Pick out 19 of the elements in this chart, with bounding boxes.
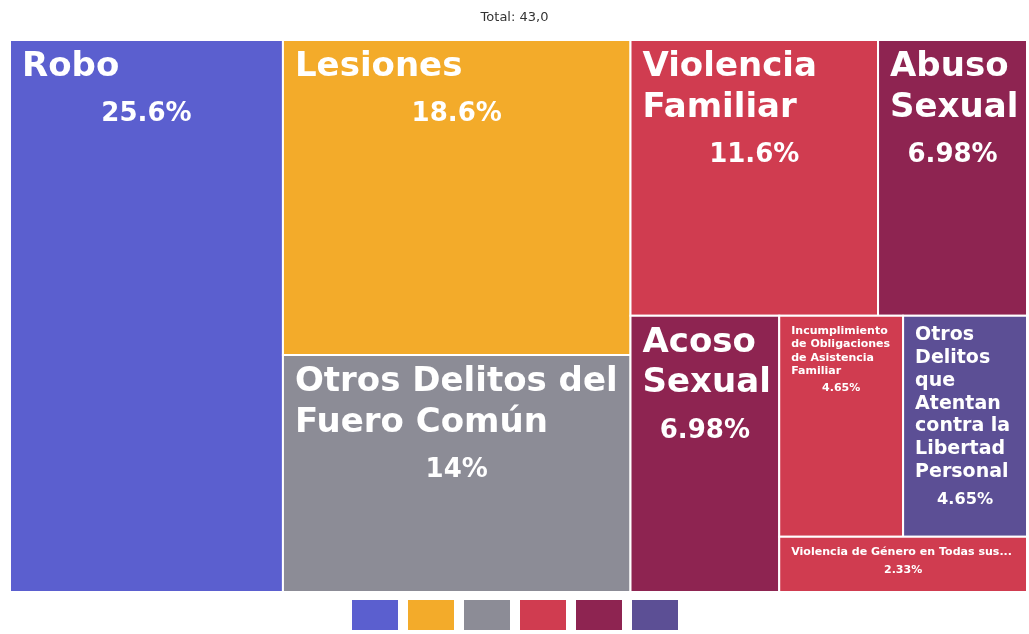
category-label: Robo <box>22 43 120 84</box>
text: Total: 43,0 <box>479 9 549 25</box>
category-label: Abuso Sexual <box>890 43 1019 125</box>
category-label: Incumplimiento de Obligaciones de Asistencia Familiar <box>791 324 891 377</box>
data-label: 2.33% <box>884 562 923 576</box>
category-label: Lesiones <box>294 43 463 84</box>
data-label: 18.6% <box>411 96 502 127</box>
category-label: Violencia de Género en Todas sus... <box>791 545 1013 559</box>
data-label: 14% <box>425 452 488 483</box>
category-label: Acoso Sexual <box>642 319 771 401</box>
data-label: 6.98% <box>659 413 750 444</box>
data-label: 4.65% <box>937 489 994 509</box>
data-label: 25.6% <box>101 96 192 127</box>
data-label: 4.65% <box>822 381 861 395</box>
category-label: Otros Delitos del Fuero Común <box>294 358 618 440</box>
category-label: Otros Delitos que Atentan contra la Libertad Personal <box>915 322 1011 482</box>
data-label: 6.98% <box>907 137 998 168</box>
data-label: 11.6% <box>709 137 800 168</box>
category-label: Violencia Familiar <box>642 43 817 125</box>
